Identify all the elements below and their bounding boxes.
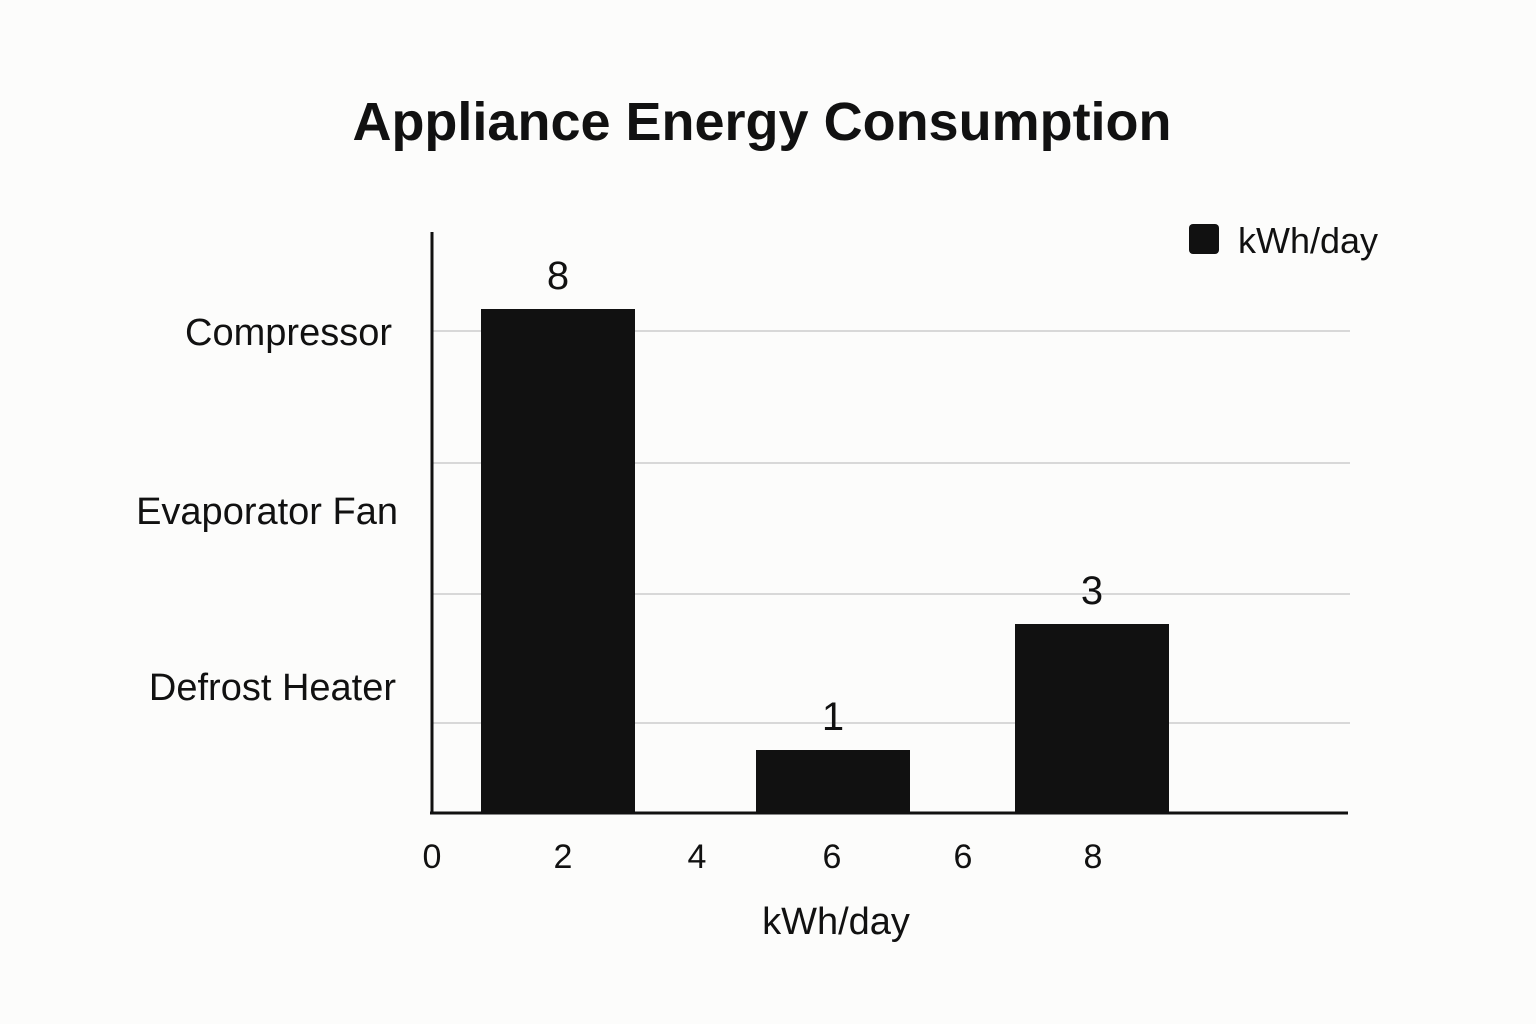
x-tick-label: 6 [954, 838, 973, 876]
data-label: 8 [547, 254, 569, 298]
legend-swatch [1189, 224, 1219, 254]
data-label: 3 [1081, 569, 1103, 613]
legend-label: kWh/day [1238, 220, 1378, 261]
data-label: 1 [822, 695, 844, 739]
y-category-label-compressor: Compressor [185, 312, 392, 354]
bar [756, 750, 910, 813]
x-tick-label: 0 [423, 838, 442, 876]
bars [481, 309, 1169, 813]
y-category-label-defrost-heater: Defrost Heater [149, 667, 396, 709]
x-tick-labels: 0 2 4 6 6 8 [423, 838, 1103, 876]
chart-title: Appliance Energy Consumption [352, 92, 1171, 152]
x-tick-label: 2 [554, 838, 573, 876]
x-axis-title: kWh/day [762, 901, 910, 943]
y-category-labels: Compressor Evaporator Fan Defrost Heater [136, 312, 398, 709]
data-labels: 8 1 3 [547, 254, 1103, 739]
x-tick-label: 8 [1084, 838, 1103, 876]
x-tick-label: 6 [823, 838, 842, 876]
legend: kWh/day [1189, 220, 1378, 261]
x-tick-label: 4 [688, 838, 707, 876]
y-category-label-evaporator-fan: Evaporator Fan [136, 491, 398, 533]
bar [481, 309, 635, 813]
bar [1015, 624, 1169, 813]
